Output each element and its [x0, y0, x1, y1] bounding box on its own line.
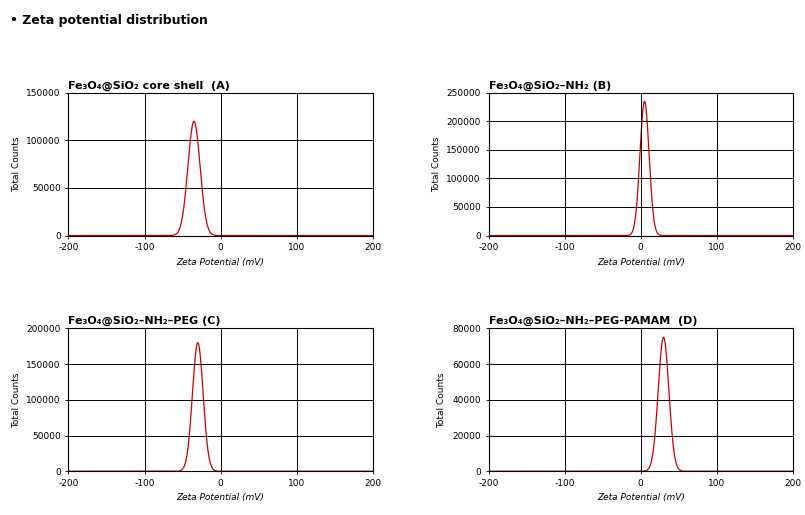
X-axis label: Zeta Potential (mV): Zeta Potential (mV) [597, 493, 685, 503]
X-axis label: Zeta Potential (mV): Zeta Potential (mV) [176, 493, 265, 503]
Y-axis label: Total Counts: Total Counts [12, 136, 21, 192]
Text: Fe₃O₄@SiO₂ core shell  (A): Fe₃O₄@SiO₂ core shell (A) [68, 80, 230, 91]
Y-axis label: Total Counts: Total Counts [438, 372, 447, 427]
Text: • Zeta potential distribution: • Zeta potential distribution [10, 14, 208, 27]
Y-axis label: Total Counts: Total Counts [431, 136, 441, 192]
X-axis label: Zeta Potential (mV): Zeta Potential (mV) [176, 258, 265, 267]
Text: Fe₃O₄@SiO₂–NH₂–PEG-PAMAM  (D): Fe₃O₄@SiO₂–NH₂–PEG-PAMAM (D) [489, 316, 697, 327]
Text: Fe₃O₄@SiO₂–NH₂–PEG (C): Fe₃O₄@SiO₂–NH₂–PEG (C) [68, 316, 221, 327]
X-axis label: Zeta Potential (mV): Zeta Potential (mV) [597, 258, 685, 267]
Y-axis label: Total Counts: Total Counts [12, 372, 21, 427]
Text: Fe₃O₄@SiO₂–NH₂ (B): Fe₃O₄@SiO₂–NH₂ (B) [489, 80, 611, 91]
